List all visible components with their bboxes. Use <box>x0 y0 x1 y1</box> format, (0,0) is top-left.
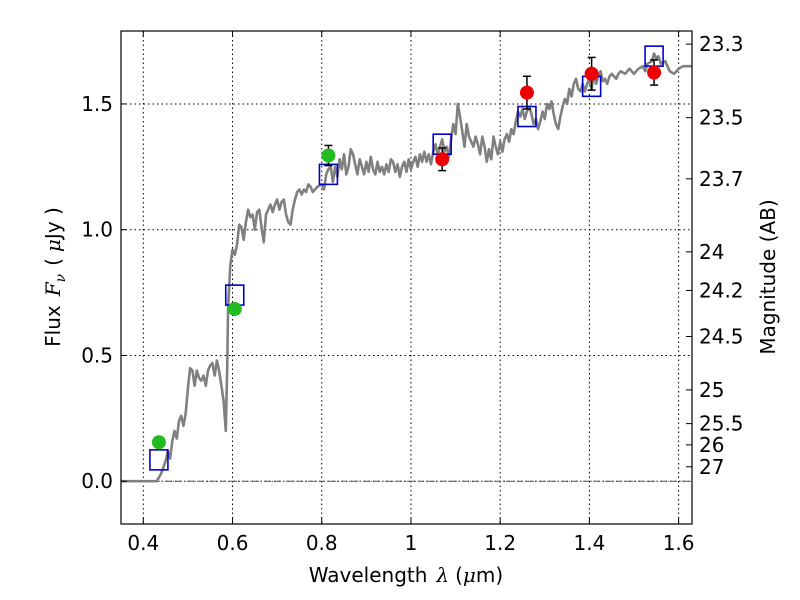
template-line-layer <box>121 52 692 483</box>
x-axis-label: Wavelength <box>309 563 428 587</box>
x-tick-label: 1.6 <box>663 531 695 555</box>
y-axis-title: Flux Fν ( μJy ) <box>41 207 69 347</box>
plot-frame <box>120 30 693 525</box>
y2-tick-label: 25.5 <box>699 412 744 436</box>
y-tick-label: 1.5 <box>81 92 113 116</box>
photometry-point-layer <box>151 56 662 450</box>
y2-tick-label: 23.7 <box>699 167 744 191</box>
y-axis-unit-rest: Jy ) <box>41 207 65 241</box>
y-axis-symbol: F <box>41 281 65 297</box>
optical-flux-point <box>151 435 166 450</box>
y2-tick-label: 23.5 <box>699 106 744 130</box>
x-axis-unit-mu: μ <box>463 563 476 587</box>
y2-tick-label: 24.5 <box>699 324 744 348</box>
y-axis-unit-open: ( <box>41 258 65 266</box>
y2-tick-label: 27 <box>699 455 724 479</box>
optical-flux-point <box>321 148 336 163</box>
y-tick-label: 0.5 <box>81 343 113 367</box>
x-axis-unit-rest: m) <box>476 563 503 587</box>
x-axis-unit-open: ( <box>455 563 463 587</box>
y2-tick-label: 23.3 <box>699 32 744 56</box>
y-axis-unit-mu: μ <box>41 239 65 252</box>
x-tick-label: 1 <box>405 531 418 555</box>
y2-tick-label: 26 <box>699 433 724 457</box>
grid-layer <box>121 31 692 524</box>
model-flux-square <box>149 449 169 471</box>
y-axis-subscript: ν <box>53 273 69 282</box>
y-axis-label: Flux <box>41 305 65 347</box>
x-axis-symbol: λ <box>435 563 449 587</box>
nir-flux-point <box>435 152 450 167</box>
y2-tick-label: 24.2 <box>699 278 744 302</box>
y2-tick-label: 24 <box>699 240 724 264</box>
tick-layer: 0.4 0.6 0.8 1 1.2 1.4 1.6 0.0 0.5 1.0 1.5 23.3 23.5 2… <box>81 31 744 555</box>
y-tick-label: 1.0 <box>81 218 113 242</box>
nir-flux-point <box>519 85 534 100</box>
sed-template-line <box>121 52 692 483</box>
nir-flux-point <box>584 66 599 81</box>
y2-axis-title: Magnitude (AB) <box>756 199 780 354</box>
x-tick-label: 0.4 <box>127 531 159 555</box>
x-tick-label: 1.4 <box>573 531 605 555</box>
optical-flux-point <box>227 301 242 316</box>
x-axis-title: Wavelength λ (μm) <box>309 563 503 587</box>
x-tick-label: 1.2 <box>484 531 516 555</box>
y-tick-label: 0.0 <box>81 469 113 493</box>
nir-flux-point <box>647 65 662 80</box>
x-tick-label: 0.8 <box>306 531 338 555</box>
y2-tick-label: 25 <box>699 378 724 402</box>
x-tick-label: 0.6 <box>217 531 249 555</box>
